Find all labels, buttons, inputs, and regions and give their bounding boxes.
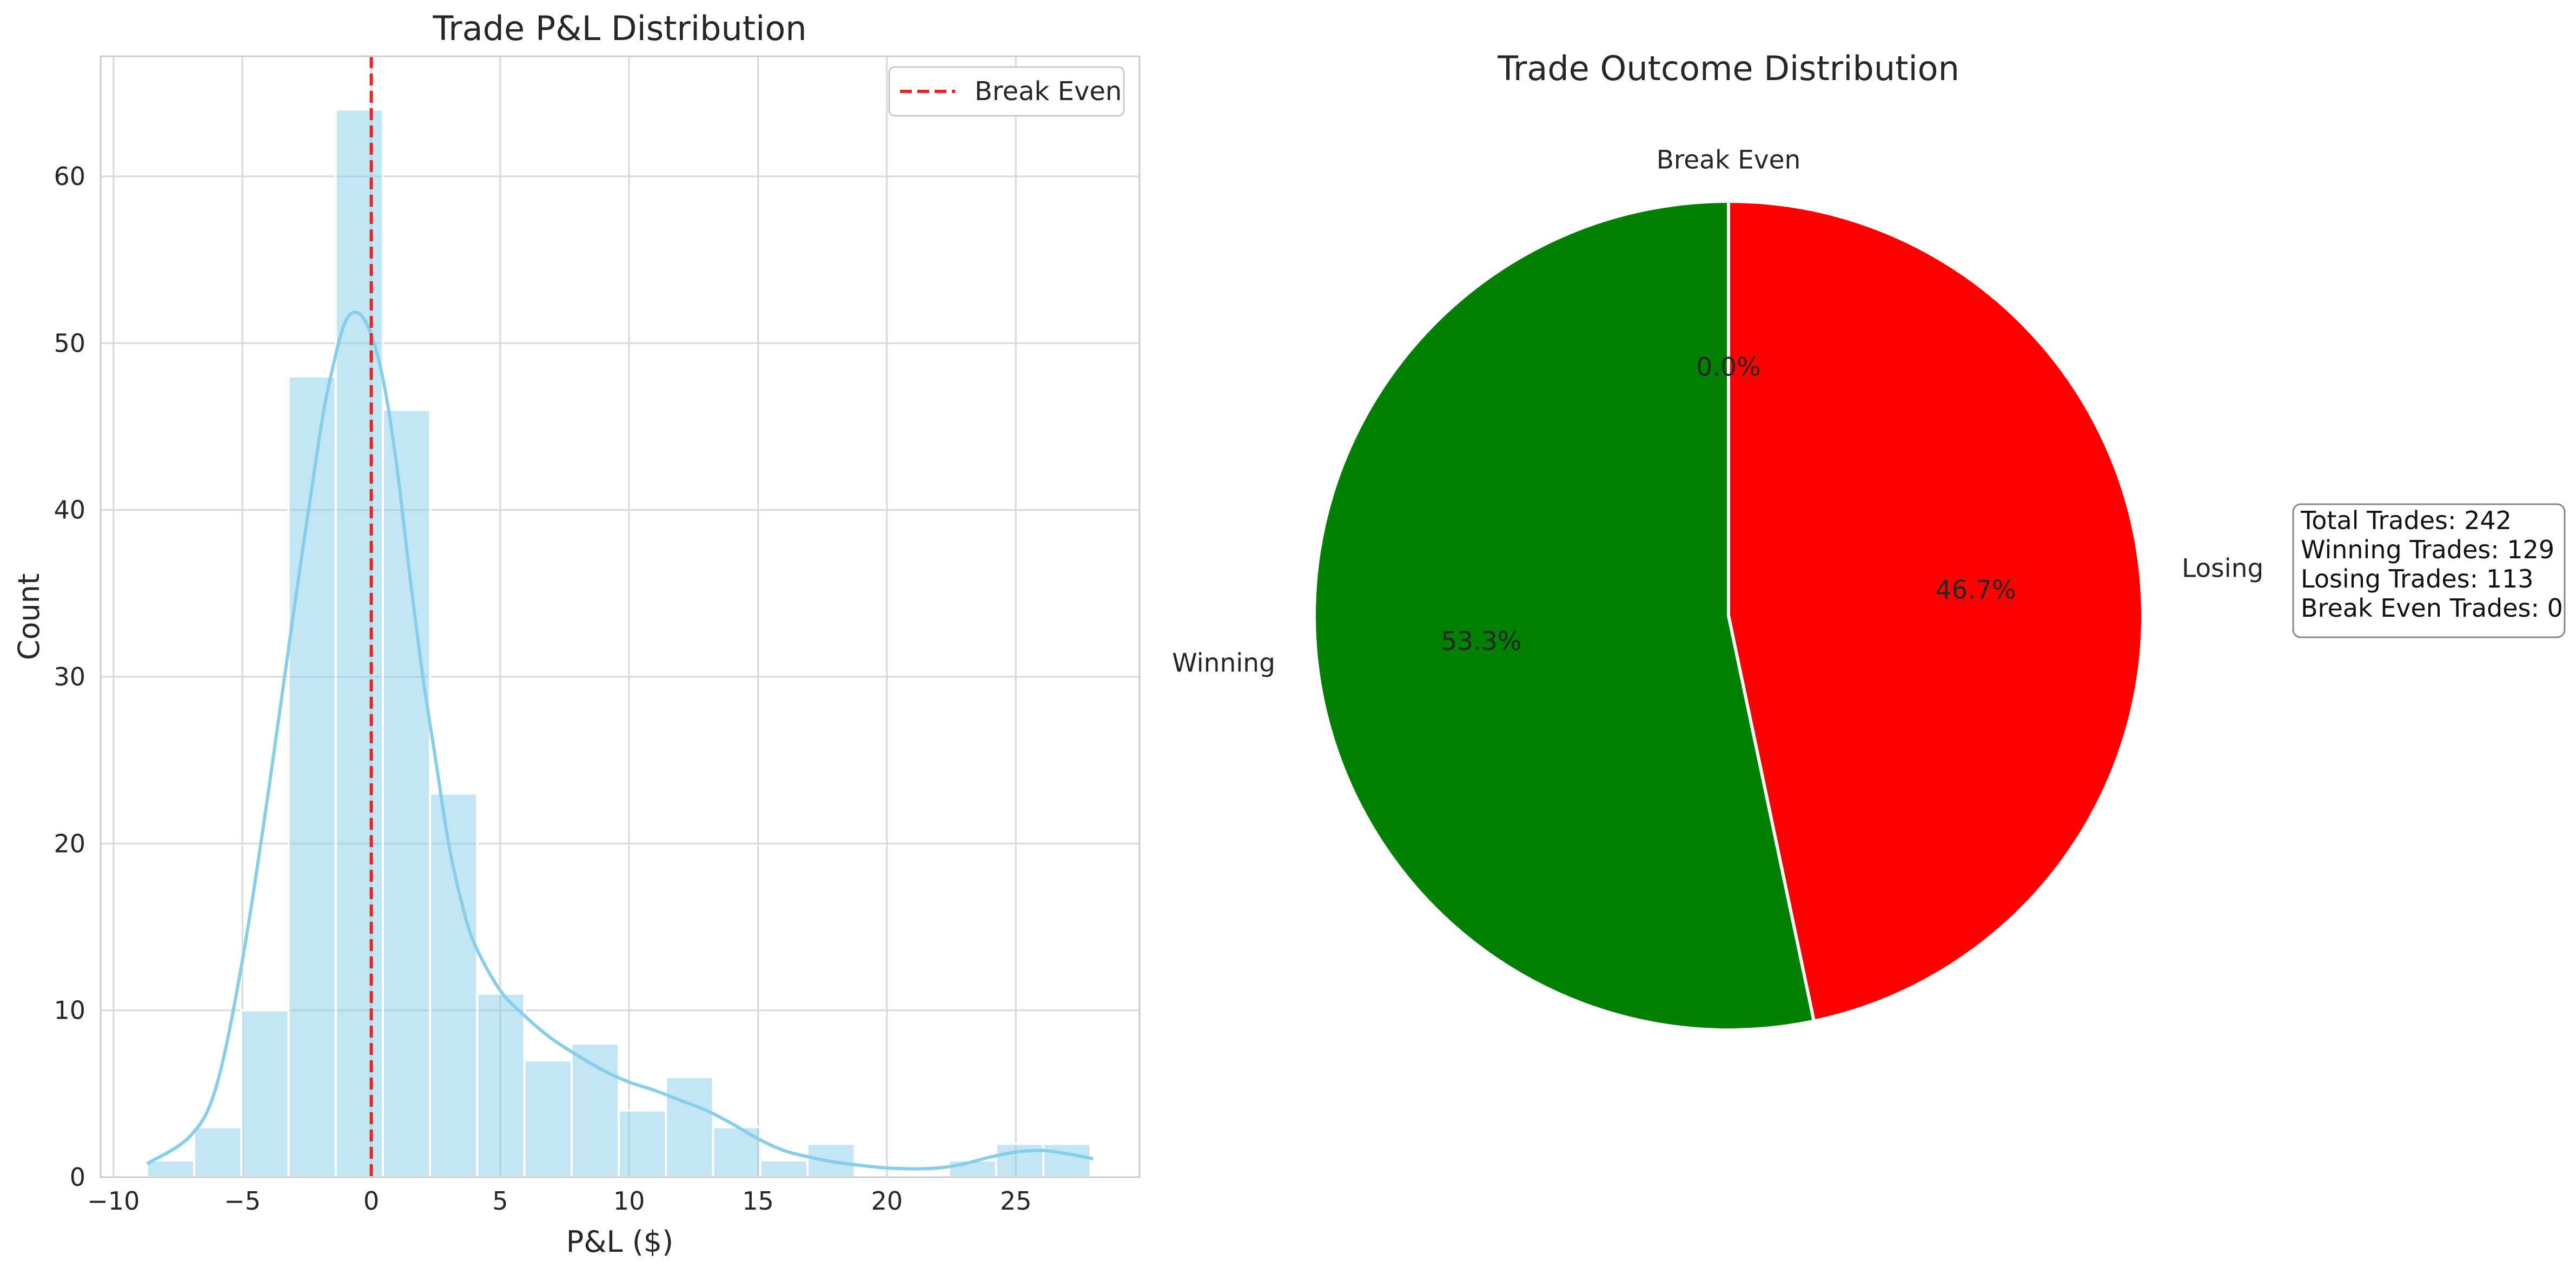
pie-slice-losing <box>1727 199 2144 1024</box>
x-tick-label: 25 <box>1000 1186 1032 1216</box>
pie-slices <box>1313 199 2144 1032</box>
pie-slice-winning <box>1313 199 1816 1032</box>
histogram-bar <box>665 1076 714 1178</box>
stats-break-even-trades: Break Even Trades: 0 <box>2301 593 2563 623</box>
kde-curve <box>146 311 1094 1171</box>
stats-box: Total Trades: 242 Winning Trades: 129 Lo… <box>2292 503 2566 638</box>
histogram-bar <box>287 375 337 1178</box>
histogram-bar <box>381 408 432 1179</box>
x-axis-label: P&L ($) <box>566 1225 673 1259</box>
legend: Break Even <box>888 66 1125 117</box>
histogram-bar <box>570 1042 620 1179</box>
x-tick-label: 15 <box>742 1186 774 1216</box>
histogram-bar <box>476 992 526 1179</box>
histogram-bar <box>523 1059 573 1178</box>
histogram-bar <box>429 792 479 1179</box>
y-tick-label: 60 <box>54 162 85 191</box>
x-tick-label: 10 <box>613 1186 645 1216</box>
y-tick-label: 0 <box>70 1163 85 1192</box>
x-tick-labels: −10 −5 0 5 10 15 20 25 <box>87 1186 1031 1216</box>
legend-label-break-even: Break Even <box>975 76 1122 107</box>
legend-box <box>888 66 1125 117</box>
y-tick-label: 30 <box>54 662 85 691</box>
stats-total-trades: Total Trades: 242 <box>2300 506 2512 535</box>
histogram-grid <box>101 56 1140 1178</box>
histogram-bar <box>240 1009 290 1178</box>
histogram-bar <box>193 1126 243 1178</box>
histogram-bar <box>759 1159 809 1179</box>
pie-title: Trade Outcome Distribution <box>1497 49 1959 88</box>
histogram-bar <box>618 1109 667 1179</box>
histogram-bar <box>145 1159 196 1179</box>
x-tick-label: −5 <box>224 1186 261 1216</box>
x-tick-label: 5 <box>492 1186 508 1216</box>
x-tick-label: −10 <box>87 1186 140 1216</box>
pie-percent-losing: 46.7% <box>1935 575 2016 605</box>
pie-percent-break-even: 0.0% <box>1696 352 1760 382</box>
y-tick-labels: 0 10 20 30 40 50 60 <box>54 162 85 1192</box>
stats-losing-trades: Losing Trades: 113 <box>2301 564 2534 593</box>
stats-winning-trades: Winning Trades: 129 <box>2301 535 2554 564</box>
y-tick-label: 50 <box>54 328 85 358</box>
y-axis-label: Count <box>12 573 46 660</box>
histogram-panel: Trade P&L Distribution −10 −5 0 5 10 15 20 25 0… <box>12 9 1141 1259</box>
histogram-bar <box>1042 1143 1092 1178</box>
x-tick-label: 20 <box>871 1186 903 1216</box>
pie-label-break-even: Break Even <box>1657 145 1801 175</box>
pie-percent-winning: 53.3% <box>1441 627 1521 657</box>
histogram-bar <box>334 108 384 1179</box>
pie-panel: Trade Outcome Distribution Losing 46.7% Wi… <box>1172 49 2566 1032</box>
x-tick-label: 0 <box>363 1186 379 1216</box>
stats-box-frame <box>2292 503 2566 638</box>
pie-label-losing: Losing <box>2182 554 2263 584</box>
y-tick-label: 10 <box>54 996 85 1025</box>
y-tick-label: 20 <box>54 829 85 858</box>
histogram-plot-frame <box>100 55 1141 1178</box>
histogram-title: Trade P&L Distribution <box>432 9 806 48</box>
y-tick-label: 40 <box>54 496 85 525</box>
histogram-bar <box>995 1143 1045 1178</box>
pie-labels: Losing 46.7% Winning 53.3% Break Even 0.0% <box>1172 145 2263 678</box>
pie-label-winning: Winning <box>1172 648 1275 678</box>
